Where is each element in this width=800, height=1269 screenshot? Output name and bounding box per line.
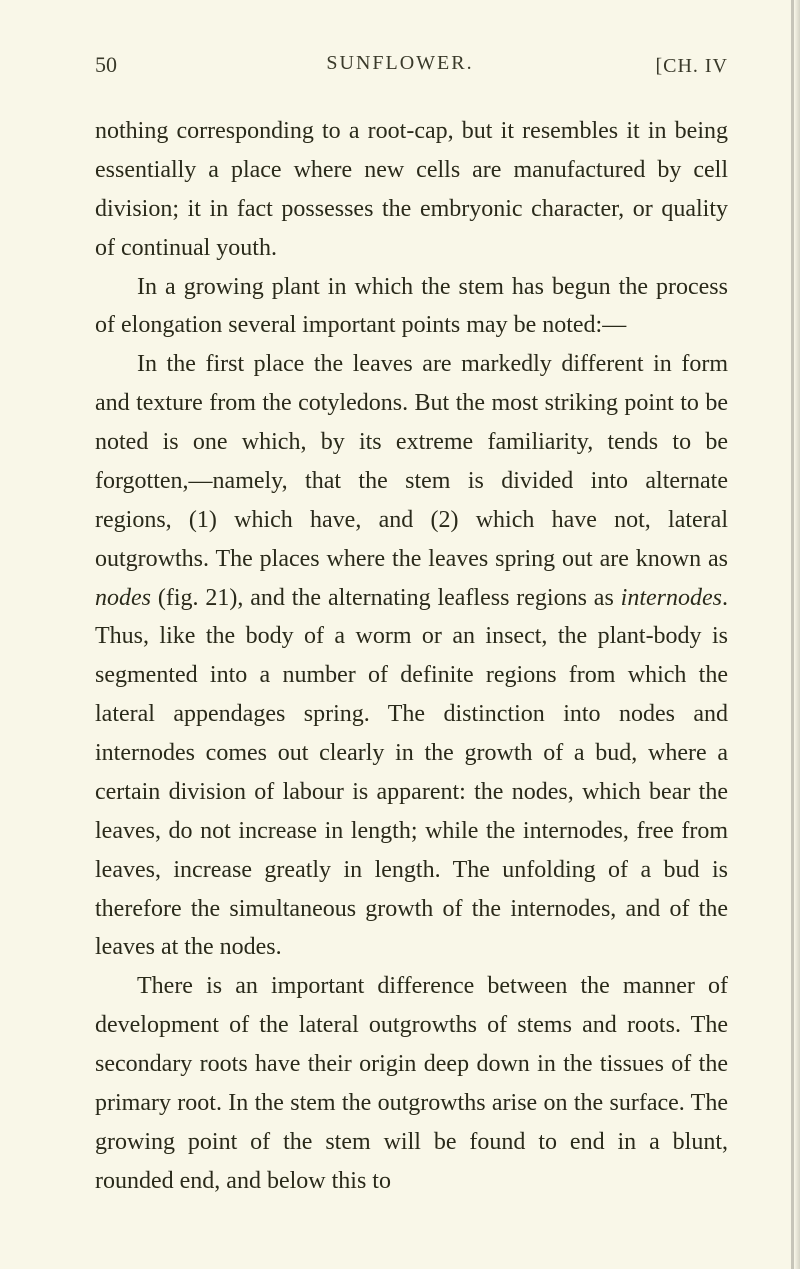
page-edge bbox=[794, 0, 800, 1269]
book-page: 50 SUNFLOWER. [CH. IV nothing correspond… bbox=[0, 0, 800, 1269]
paragraph-3: In the first place the leaves are marked… bbox=[95, 345, 728, 967]
chapter-marker: [CH. IV bbox=[655, 55, 728, 78]
paragraph-1: nothing corresponding to a root-cap, but… bbox=[95, 112, 728, 268]
text-run: (fig. 21), and the alternating leafless … bbox=[151, 585, 621, 611]
italic-nodes: nodes bbox=[95, 585, 151, 611]
page-header: 50 SUNFLOWER. [CH. IV bbox=[95, 52, 728, 78]
text-run: nothing corresponding to a root-cap, but… bbox=[95, 118, 728, 261]
running-title: SUNFLOWER. bbox=[326, 52, 473, 75]
italic-internodes: internodes bbox=[621, 585, 722, 611]
body-text: nothing corresponding to a root-cap, but… bbox=[95, 112, 728, 1201]
text-run: In the first place the leaves are marked… bbox=[95, 351, 728, 571]
page-number: 50 bbox=[95, 52, 117, 78]
paragraph-4: There is an important difference between… bbox=[95, 967, 728, 1200]
paragraph-2: In a growing plant in which the stem has… bbox=[95, 268, 728, 346]
text-run: . Thus, like the body of a worm or an in… bbox=[95, 585, 728, 961]
text-run: There is an important difference between… bbox=[95, 973, 728, 1193]
text-run: In a growing plant in which the stem has… bbox=[95, 274, 728, 339]
